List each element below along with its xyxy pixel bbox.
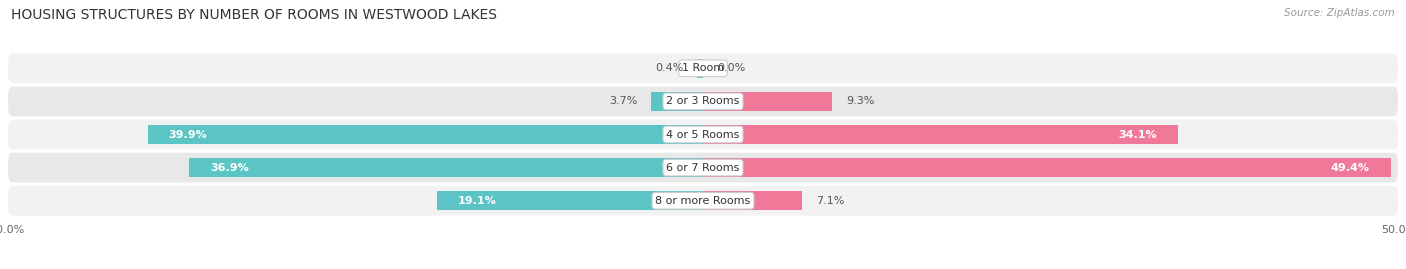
Bar: [437, 191, 703, 210]
Bar: [703, 92, 832, 111]
Text: 19.1%: 19.1%: [458, 196, 496, 206]
Text: 36.9%: 36.9%: [211, 162, 249, 173]
Text: 9.3%: 9.3%: [846, 96, 875, 107]
FancyBboxPatch shape: [7, 86, 1399, 117]
FancyBboxPatch shape: [7, 119, 1399, 150]
Bar: [703, 125, 1178, 144]
Text: 39.9%: 39.9%: [169, 129, 207, 140]
Bar: [697, 59, 703, 78]
Text: 0.0%: 0.0%: [717, 63, 745, 73]
Text: 8 or more Rooms: 8 or more Rooms: [655, 196, 751, 206]
Bar: [190, 158, 703, 177]
Text: HOUSING STRUCTURES BY NUMBER OF ROOMS IN WESTWOOD LAKES: HOUSING STRUCTURES BY NUMBER OF ROOMS IN…: [11, 8, 498, 22]
FancyBboxPatch shape: [7, 152, 1399, 183]
Bar: [703, 191, 801, 210]
FancyBboxPatch shape: [7, 52, 1399, 84]
Bar: [651, 92, 703, 111]
Text: 7.1%: 7.1%: [815, 196, 844, 206]
Bar: [148, 125, 703, 144]
Text: 2 or 3 Rooms: 2 or 3 Rooms: [666, 96, 740, 107]
Bar: [703, 158, 1391, 177]
Text: 49.4%: 49.4%: [1330, 162, 1369, 173]
FancyBboxPatch shape: [7, 185, 1399, 217]
Text: 0.4%: 0.4%: [655, 63, 683, 73]
Text: Source: ZipAtlas.com: Source: ZipAtlas.com: [1284, 8, 1395, 18]
Text: 4 or 5 Rooms: 4 or 5 Rooms: [666, 129, 740, 140]
Text: 1 Room: 1 Room: [682, 63, 724, 73]
Text: 6 or 7 Rooms: 6 or 7 Rooms: [666, 162, 740, 173]
Text: 3.7%: 3.7%: [609, 96, 637, 107]
Text: 34.1%: 34.1%: [1118, 129, 1157, 140]
